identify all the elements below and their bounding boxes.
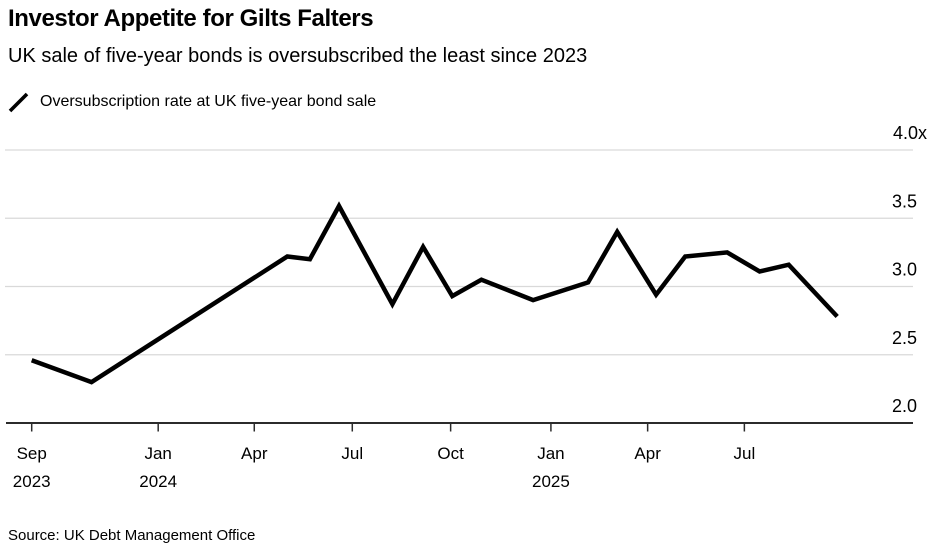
- x-axis-label-year: 2024: [139, 472, 177, 491]
- x-axis-label-year: 2025: [532, 472, 570, 491]
- x-axis-label-month: Jul: [734, 444, 756, 463]
- y-axis-label: 3.0: [892, 260, 917, 280]
- y-axis-label: 4.0x: [893, 123, 927, 143]
- page-title: Investor Appetite for Gilts Falters: [8, 5, 374, 32]
- x-axis-label-month: Oct: [437, 444, 464, 463]
- x-axis-label-month: Jan: [144, 444, 171, 463]
- y-axis-label: 2.0: [892, 396, 917, 416]
- x-axis-label-month: Jul: [341, 444, 363, 463]
- y-axis-label: 2.5: [892, 328, 917, 348]
- x-axis-label-year: 2023: [13, 472, 51, 491]
- x-axis-label-month: Jan: [537, 444, 564, 463]
- chart-subtitle: UK sale of five-year bonds is oversubscr…: [8, 45, 588, 67]
- x-axis-label-month: Apr: [634, 444, 661, 463]
- x-axis-label-month: Apr: [241, 444, 268, 463]
- legend: Oversubscription rate at UK five-year bo…: [8, 90, 376, 114]
- series-line-swatch-icon: [8, 92, 29, 113]
- x-axis-label-month: Sep: [17, 444, 47, 463]
- source-note: Source: UK Debt Management Office: [8, 527, 256, 544]
- y-axis-label: 3.5: [892, 191, 917, 211]
- legend-label: Oversubscription rate at UK five-year bo…: [40, 93, 377, 110]
- series-line: [30, 201, 839, 385]
